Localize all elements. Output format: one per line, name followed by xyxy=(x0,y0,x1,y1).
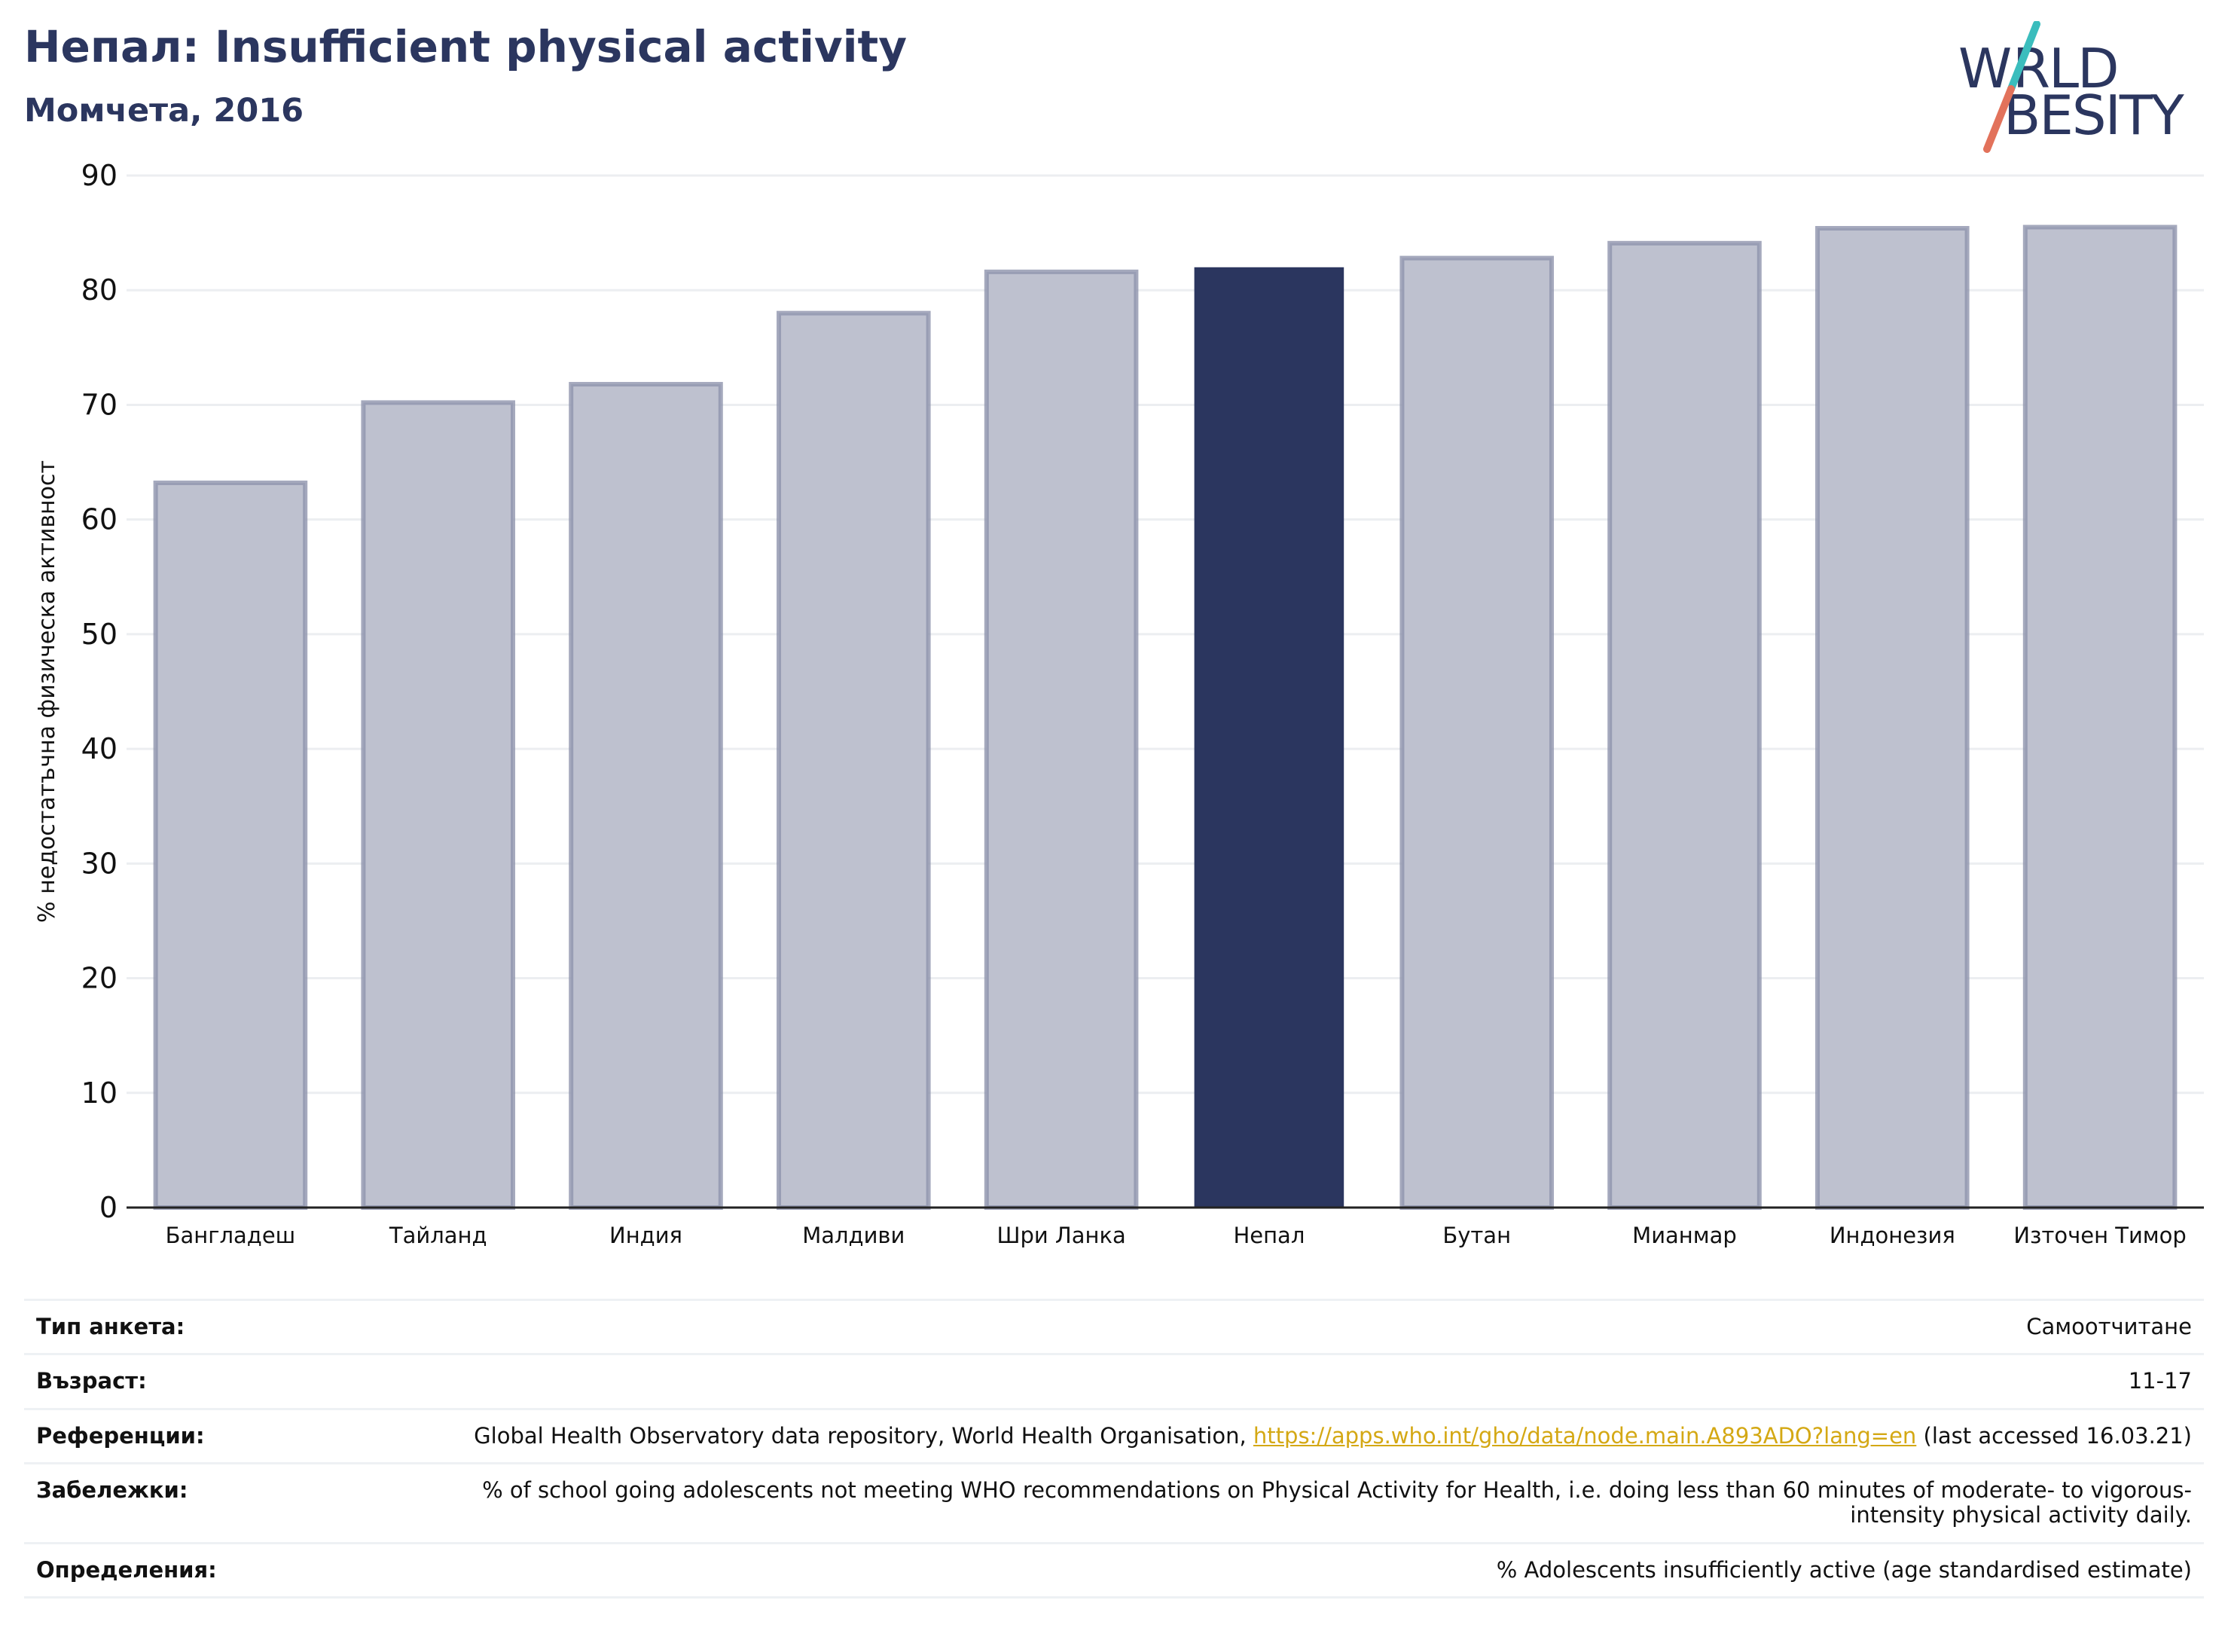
x-tick-label: Индонезия xyxy=(1830,1223,1955,1248)
x-tick-label: Бангладеш xyxy=(166,1223,296,1248)
world-obesity-logo: W RLD BESITY xyxy=(1958,21,2187,153)
reference-text: Global Health Observatory data repositor… xyxy=(474,1422,1253,1449)
y-tick-label: 20 xyxy=(81,962,118,995)
info-key: Забележки: xyxy=(36,1477,188,1504)
svg-text:BESITY: BESITY xyxy=(2004,84,2185,147)
y-tick-label: 0 xyxy=(99,1191,118,1224)
y-tick-label: 50 xyxy=(81,618,118,651)
y-tick-label: 40 xyxy=(81,732,118,765)
info-row-references: Референции: Global Health Observatory da… xyxy=(24,1409,2204,1463)
bar xyxy=(361,400,515,1210)
x-tick-label: Индия xyxy=(609,1223,682,1248)
y-tick-label: 10 xyxy=(81,1076,118,1110)
info-key: Тип анкета: xyxy=(36,1314,185,1339)
x-tick-label: Източен Тимор xyxy=(2013,1223,2187,1248)
x-tick-label: Мианмар xyxy=(1632,1223,1737,1248)
info-key: Референции: xyxy=(36,1422,205,1449)
info-row-age: Възраст: 11-17 xyxy=(24,1354,2204,1409)
chart-title: Непал: Insufficient physical activity xyxy=(24,21,908,72)
bar xyxy=(1194,267,1344,1208)
bar xyxy=(569,382,723,1210)
info-key: Възраст: xyxy=(36,1368,147,1394)
info-row-definitions: Определения: % Adolescents insufficientl… xyxy=(24,1543,2204,1598)
info-row-notes: Забележки: % of school going adolescents… xyxy=(24,1463,2204,1544)
x-tick-label: Шри Ланка xyxy=(996,1223,1125,1248)
y-tick-label: 80 xyxy=(81,273,118,307)
chart-subtitle: Момчета, 2016 xyxy=(24,92,304,130)
bar xyxy=(1815,226,1970,1210)
bar xyxy=(2022,224,2178,1210)
bar xyxy=(1607,240,1762,1210)
bar xyxy=(777,310,931,1211)
bar xyxy=(984,269,1139,1210)
info-value: % of school going adolescents not meetin… xyxy=(482,1477,2192,1528)
info-value: Global Health Observatory data repositor… xyxy=(440,1409,2204,1463)
info-value: % Adolescents insufficiently active (age… xyxy=(1496,1556,2192,1583)
reference-text-post: (last accessed 16.03.21) xyxy=(1916,1422,2193,1449)
y-tick-label: 70 xyxy=(81,388,118,421)
bar-chart: 0 10 20 30 40 50 60 70 80 90 Бангладеш Тайланд Индия… xyxy=(34,159,2204,1248)
bar xyxy=(1399,255,1554,1211)
x-tick-label: Бутан xyxy=(1442,1223,1511,1248)
info-key: Определения: xyxy=(36,1556,217,1583)
info-value: Самоотчитане xyxy=(2026,1314,2192,1339)
x-tick-label: Тайланд xyxy=(389,1223,487,1248)
info-table: Тип анкета: Самоотчитане Възраст: 11-17 … xyxy=(24,1299,2204,1599)
x-tick-label: Малдиви xyxy=(802,1223,905,1248)
y-tick-label: 60 xyxy=(81,503,118,536)
y-tick-label: 30 xyxy=(81,847,118,880)
info-row-survey-type: Тип анкета: Самоотчитане xyxy=(24,1299,2204,1354)
svg-text:W: W xyxy=(1958,37,2010,100)
x-tick-label: Непал xyxy=(1233,1223,1305,1248)
y-tick-label: 90 xyxy=(81,159,118,192)
y-axis-label: % недостатъчна физическа активност xyxy=(34,460,60,923)
bar xyxy=(153,480,308,1210)
reference-link[interactable]: https://apps.who.int/gho/data/node.main.… xyxy=(1253,1422,1917,1449)
info-value: 11-17 xyxy=(2128,1368,2192,1394)
